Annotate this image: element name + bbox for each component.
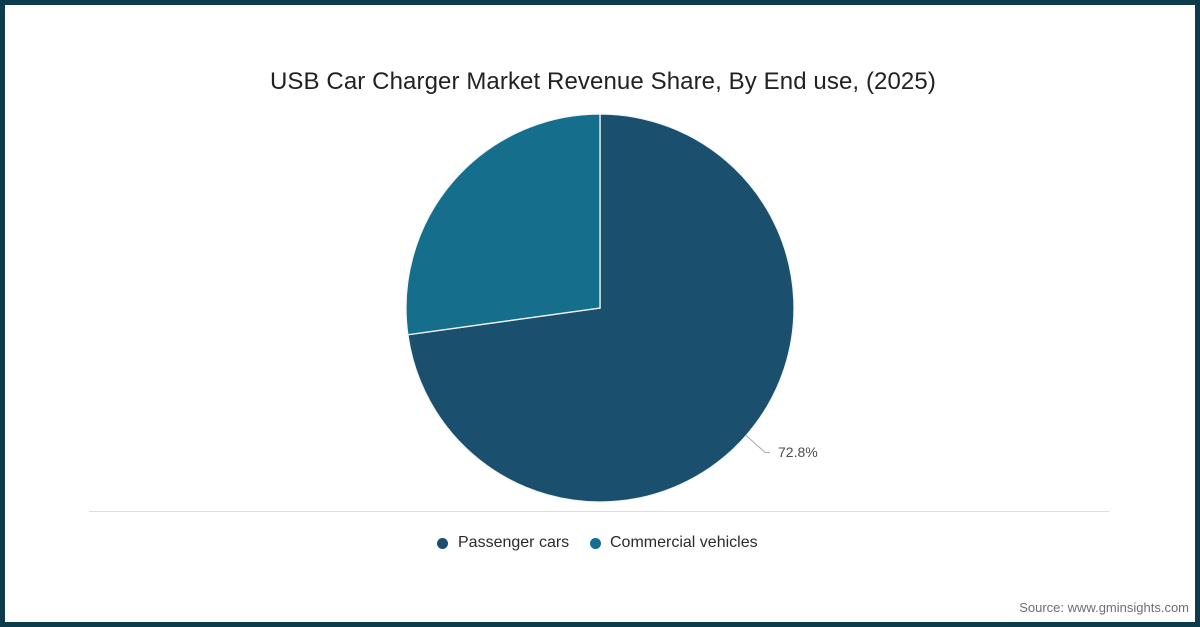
svg-text:72.8%: 72.8% bbox=[778, 444, 818, 460]
